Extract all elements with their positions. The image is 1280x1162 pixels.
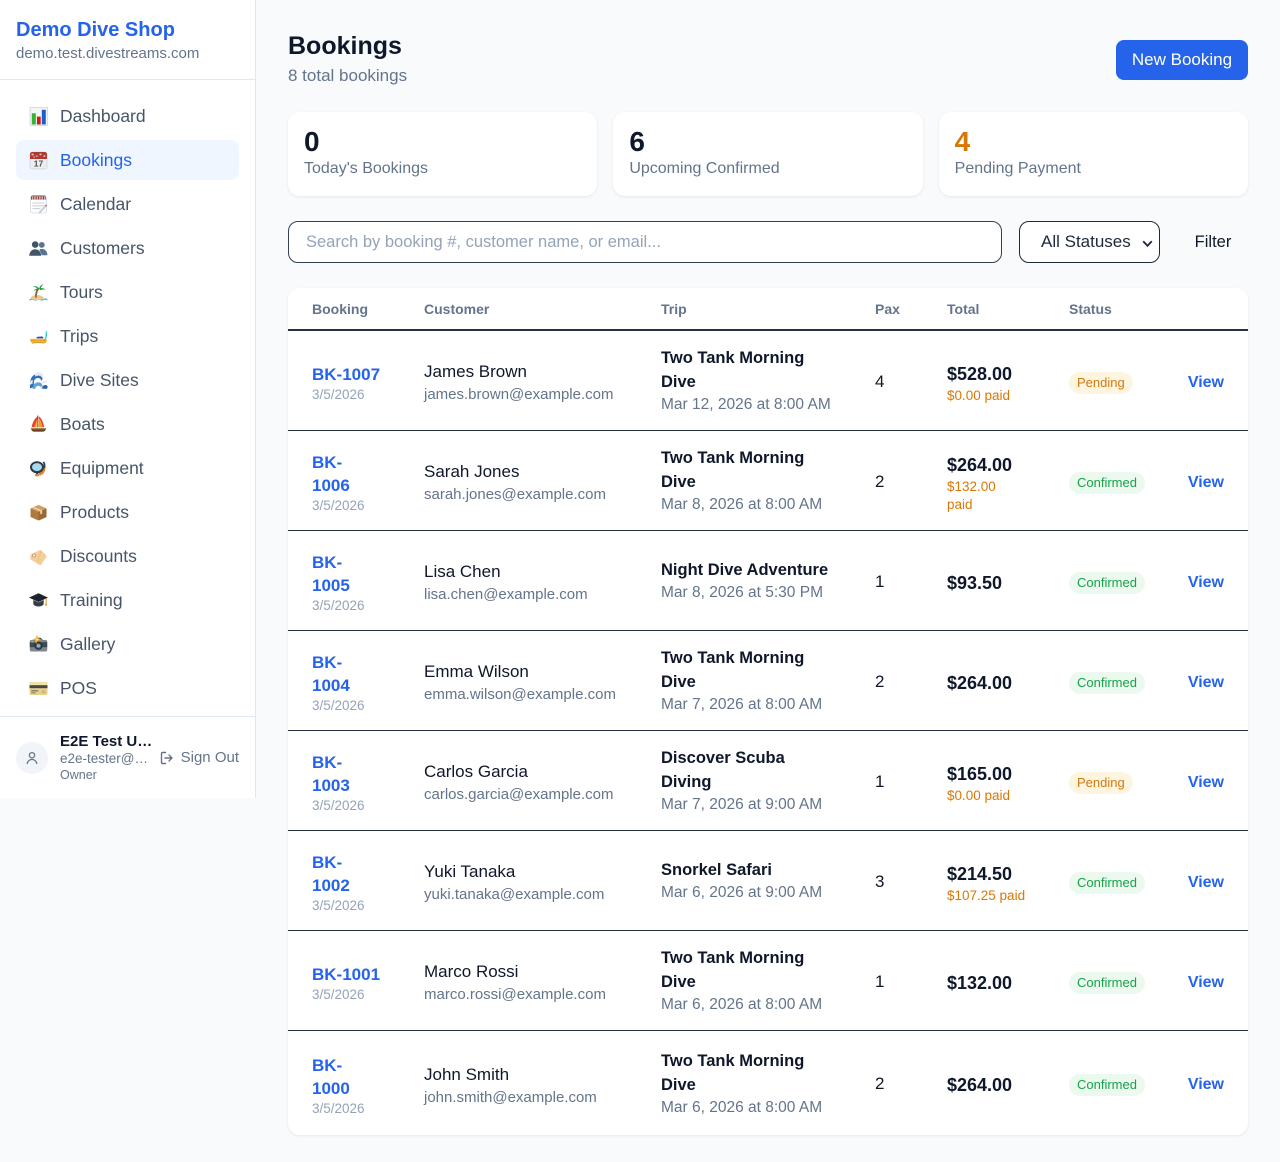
svg-text:17: 17	[34, 158, 44, 168]
